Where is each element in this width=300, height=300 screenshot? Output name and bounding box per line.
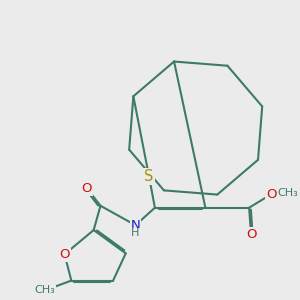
Text: N: N xyxy=(130,219,140,232)
Text: H: H xyxy=(131,228,140,239)
Text: O: O xyxy=(59,248,70,261)
Text: S: S xyxy=(144,169,154,184)
Text: O: O xyxy=(82,182,92,195)
Text: CH₃: CH₃ xyxy=(35,285,56,295)
Text: O: O xyxy=(266,188,277,201)
Text: CH₃: CH₃ xyxy=(278,188,298,198)
Text: O: O xyxy=(246,228,256,242)
